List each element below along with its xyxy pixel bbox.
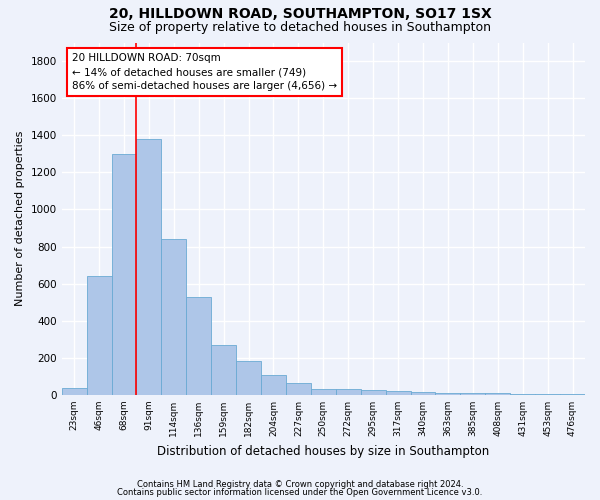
Bar [286, 383, 311, 395]
X-axis label: Distribution of detached houses by size in Southampton: Distribution of detached houses by size … [157, 444, 490, 458]
Text: 20, HILLDOWN ROAD, SOUTHAMPTON, SO17 1SX: 20, HILLDOWN ROAD, SOUTHAMPTON, SO17 1SX [109, 8, 491, 22]
Bar [112, 154, 136, 395]
Bar [510, 394, 535, 395]
Bar [186, 296, 211, 395]
Text: Contains public sector information licensed under the Open Government Licence v3: Contains public sector information licen… [118, 488, 482, 497]
Bar [485, 394, 510, 395]
Y-axis label: Number of detached properties: Number of detached properties [15, 131, 25, 306]
Bar [386, 391, 410, 395]
Bar [236, 360, 261, 395]
Text: 20 HILLDOWN ROAD: 70sqm
← 14% of detached houses are smaller (749)
86% of semi-d: 20 HILLDOWN ROAD: 70sqm ← 14% of detache… [72, 53, 337, 91]
Bar [211, 345, 236, 395]
Bar [62, 388, 86, 395]
Bar [136, 139, 161, 395]
Text: Contains HM Land Registry data © Crown copyright and database right 2024.: Contains HM Land Registry data © Crown c… [137, 480, 463, 489]
Bar [161, 239, 186, 395]
Bar [436, 393, 460, 395]
Bar [261, 376, 286, 395]
Bar [535, 394, 560, 395]
Bar [86, 276, 112, 395]
Bar [410, 392, 436, 395]
Bar [460, 393, 485, 395]
Bar [361, 390, 386, 395]
Bar [560, 394, 585, 395]
Text: Size of property relative to detached houses in Southampton: Size of property relative to detached ho… [109, 21, 491, 34]
Bar [336, 390, 361, 395]
Bar [311, 390, 336, 395]
